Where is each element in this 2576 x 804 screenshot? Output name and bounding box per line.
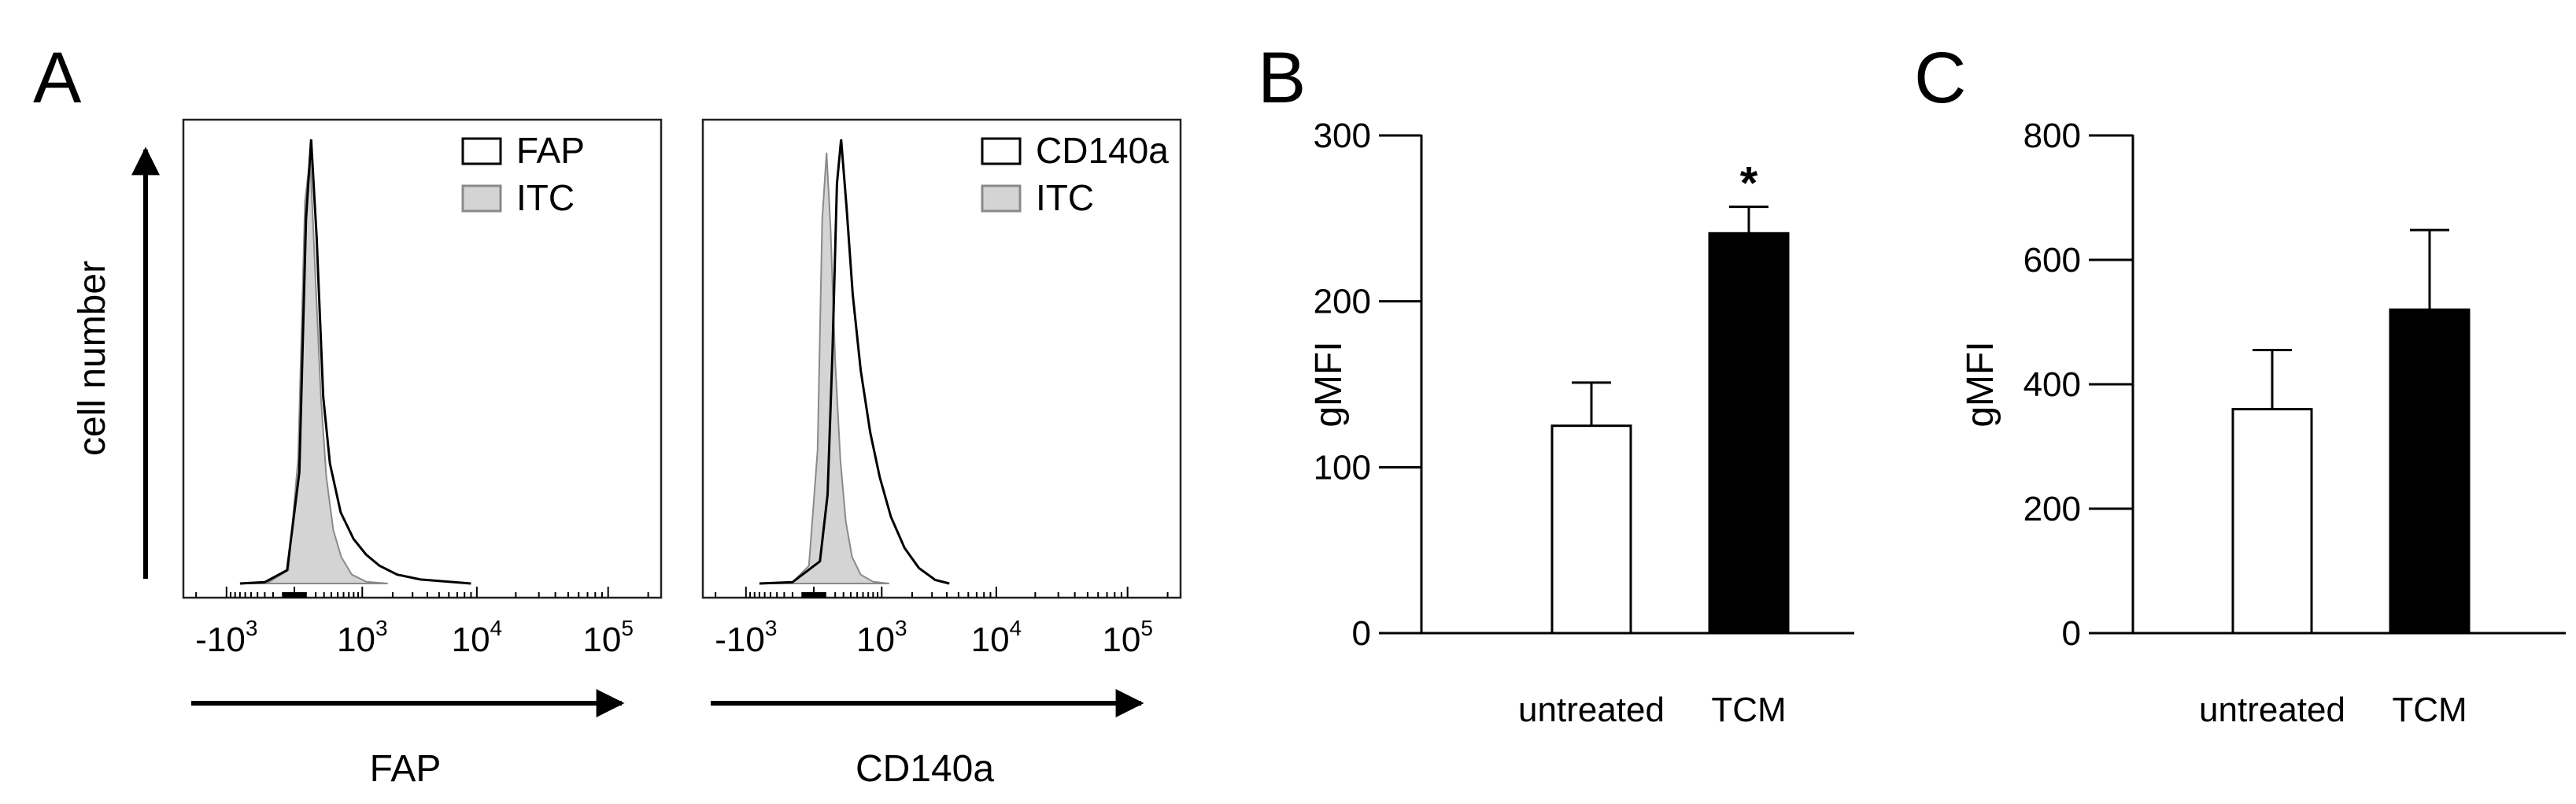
y-tick-label: 0: [2062, 614, 2081, 653]
histogram-cd140a-tick-labels: -103 103 104 105: [715, 616, 1153, 659]
y-tick-label: 800: [2023, 117, 2081, 155]
x-tick-label: 103: [856, 616, 907, 659]
bar-chart-b-category-labels: untreated TCM: [1518, 691, 1787, 729]
category-label: TCM: [2392, 691, 2467, 729]
bar-untreated: [2231, 408, 2313, 635]
panel-letter-b: B: [1258, 38, 1306, 118]
y-tick-label: 100: [1314, 448, 1371, 487]
bar-tcm: [1708, 232, 1790, 635]
x-tick-label: 104: [452, 616, 503, 659]
histogram-cd140a: -103 103 104 105 CD140a ITC CD140a: [701, 118, 1182, 790]
legend-swatch-fap: [461, 137, 502, 165]
legend-swatch-cd140a: [981, 137, 1022, 165]
histogram-cd140a-minor-ticks: [715, 587, 1169, 598]
bar-chart-b-y-axis-title: gMFI: [1308, 341, 1350, 427]
legend-label-itc: ITC: [1036, 177, 1094, 218]
bar-chart-b-bars: [1550, 206, 1790, 635]
bar-chart-c-y-axis-title: gMFI: [1960, 341, 2001, 427]
panel-letter-c: C: [1914, 38, 1966, 118]
histogram-cd140a-itc-curve: [764, 152, 889, 584]
bar-untreated: [1550, 424, 1632, 635]
y-tick-label: 0: [1352, 614, 1371, 653]
y-tick-label: 300: [1314, 117, 1371, 155]
legend-swatch-itc: [981, 184, 1022, 213]
y-tick-label: 200: [2023, 490, 2081, 528]
bar-chart-c-y-ticks: 0 200 400 600 800: [2023, 117, 2133, 653]
histogram-fap-tick-labels: -103 103 104 105: [195, 616, 634, 659]
panel-letter-a: A: [33, 38, 82, 118]
bar-chart-c-category-labels: untreated TCM: [2199, 691, 2467, 729]
x-tick-label: -103: [195, 616, 257, 659]
category-label: untreated: [2199, 691, 2345, 729]
histogram-fap-legend: FAP ITC: [461, 130, 585, 218]
significance-star: *: [1740, 158, 1758, 209]
histogram-cd140a-frame: [701, 118, 1182, 599]
histogram-fap-frame: [182, 118, 663, 599]
histogram-fap-fap-curve: [239, 139, 471, 585]
bar-chart-c-bars: [2231, 228, 2471, 635]
x-tick-label: 103: [337, 616, 388, 659]
x-tick-label: 104: [971, 616, 1022, 659]
bar-tcm: [2389, 308, 2471, 635]
histogram-fap-minor-ticks: [195, 587, 649, 598]
bar-chart-b-y-ticks: 0 100 200 300: [1314, 117, 1421, 653]
histogram-cd140a-x-axis-title: CD140a: [856, 748, 994, 790]
histogram-cd140a-cd140a-curve: [759, 139, 950, 585]
x-tick-label: 105: [1102, 616, 1153, 659]
x-tick-label: -103: [715, 616, 777, 659]
y-tick-label: 600: [2023, 241, 2081, 280]
histogram-cd140a-legend: CD140a ITC: [981, 130, 1169, 218]
category-label: TCM: [1711, 691, 1786, 729]
bar-chart-c: gMFI 0 200 400 600 800 untreated TCM: [1960, 117, 2566, 729]
legend-label-cd140a: CD140a: [1036, 130, 1169, 171]
x-tick-label: 105: [582, 616, 634, 659]
category-label: untreated: [1518, 691, 1665, 729]
bar-chart-b: gMFI 0 100 200 300 untreated TCM *: [1308, 117, 1854, 729]
histogram-fap: -103 103 104 105 FAP ITC FAP: [182, 118, 663, 790]
y-tick-label: 200: [1314, 283, 1371, 321]
legend-label-fap: FAP: [516, 130, 585, 171]
legend-label-itc: ITC: [516, 177, 575, 218]
legend-swatch-itc: [461, 184, 502, 213]
histogram-fap-x-axis-title: FAP: [370, 748, 442, 790]
histogram-y-axis-title: cell number: [72, 261, 113, 456]
y-tick-label: 400: [2023, 365, 2081, 404]
